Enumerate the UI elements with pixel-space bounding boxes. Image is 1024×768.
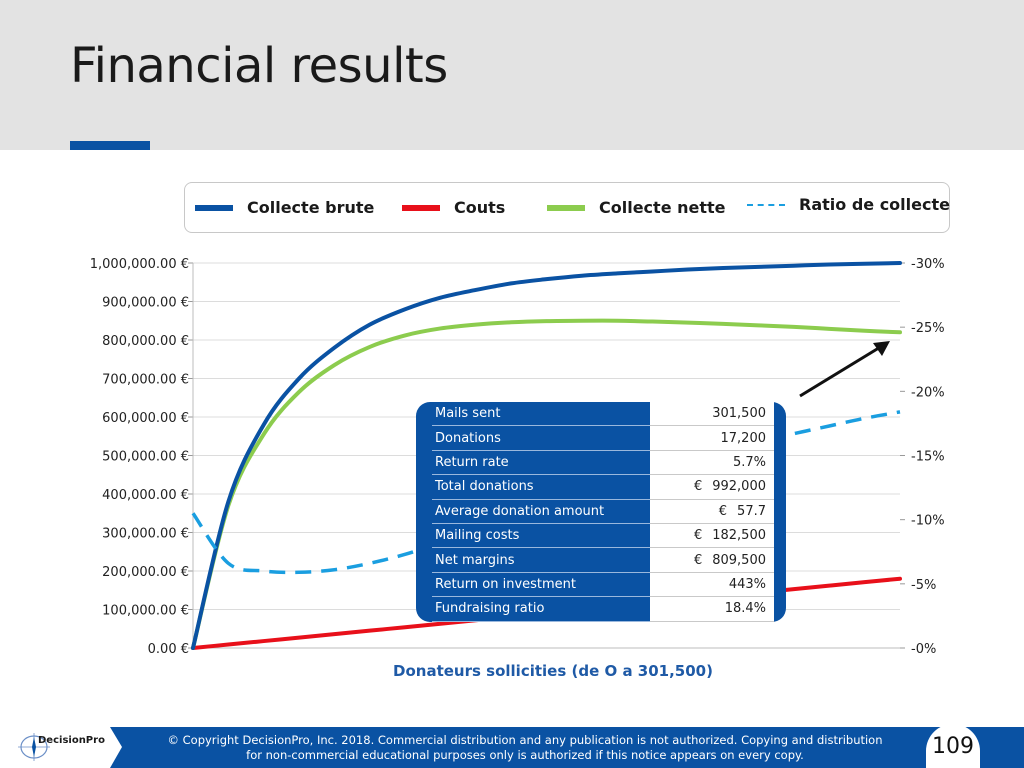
- summary-label: Fundraising ratio: [432, 597, 650, 622]
- annotation-arrow: [799, 341, 890, 398]
- chart-tick-labels: 0.00 € 100,000.00 € 200,000.00 € 300,000.00…: [90, 257, 945, 657]
- copyright-notice: © Copyright DecisionPro, Inc. 2018. Comm…: [130, 733, 920, 763]
- y2-tick-label: -25%: [911, 321, 945, 336]
- summary-value: 17,200: [650, 426, 774, 451]
- legend-label: Ratio de collecte: [799, 195, 950, 214]
- summary-value: €182,500: [650, 523, 774, 549]
- chart-axes: [188, 262, 905, 649]
- summary-value: €992,000: [650, 475, 774, 500]
- legend-item-collecte-nette: Collecte nette: [547, 183, 726, 232]
- summary-label: Average donation amount: [432, 500, 650, 524]
- summary-label: Return rate: [432, 451, 650, 476]
- legend-swatch-couts: [402, 204, 440, 211]
- summary-table: Mails sent 301,500 Donations 17,200 Return r…: [432, 402, 774, 622]
- summary-label: Mailing costs: [432, 524, 650, 549]
- summary-label: Net margins: [432, 548, 650, 573]
- header-band: [0, 0, 1024, 150]
- copyright-line-2: for non-commercial educational purposes …: [246, 748, 804, 762]
- chart-legend: Collecte brute Couts Collecte nette Rati…: [184, 182, 950, 233]
- y2-tick-label: -20%: [911, 385, 945, 400]
- currency-symbol: €: [693, 528, 703, 544]
- series-line-collecte-nette: [191, 318, 902, 650]
- summary-number: 5.7%: [732, 454, 766, 470]
- summary-number: 17,200: [720, 430, 767, 446]
- summary-value: 18.4%: [650, 597, 774, 622]
- y2-tick-label: -15%: [911, 450, 945, 465]
- legend-item-ratio-de-collecte: Ratio de collecte: [747, 180, 950, 229]
- title-accent-bar: [70, 141, 150, 150]
- y2-tick-label: -30%: [911, 257, 945, 272]
- legend-swatch-collecte-nette: [547, 204, 585, 211]
- y2-tick-label: -10%: [911, 514, 945, 529]
- summary-number: 809,500: [712, 552, 766, 568]
- copyright-line-1: © Copyright DecisionPro, Inc. 2018. Comm…: [167, 733, 883, 747]
- summary-row: Net margins €809,500: [432, 548, 774, 573]
- summary-number: 182,500: [712, 528, 766, 544]
- series-line-collecte-brute: [191, 261, 902, 650]
- summary-value: €809,500: [650, 548, 774, 573]
- y-tick-label: 400,000.00 €: [102, 488, 189, 503]
- summary-label: Return on investment: [432, 573, 650, 598]
- summary-value: 301,500: [650, 402, 774, 427]
- y-tick-label: 700,000.00 €: [102, 373, 189, 388]
- summary-row: Mails sent 301,500: [432, 402, 774, 427]
- footer-band: [0, 727, 1024, 768]
- summary-row: Donations 17,200: [432, 426, 774, 451]
- y-tick-label: 300,000.00 €: [102, 527, 189, 542]
- legend-item-couts: Couts: [402, 183, 505, 232]
- summary-row: Total donations €992,000: [432, 475, 774, 500]
- legend-label: Collecte nette: [599, 198, 726, 217]
- legend-swatch-collecte-brute: [195, 204, 233, 211]
- legend-label: Couts: [454, 198, 506, 217]
- y-tick-label: 900,000.00 €: [102, 296, 189, 311]
- legend-label: Collecte brute: [247, 198, 375, 217]
- page-number: 109: [926, 724, 980, 768]
- legend-item-collecte-brute: Collecte brute: [195, 183, 374, 232]
- summary-row: Fundraising ratio 18.4%: [432, 597, 774, 622]
- summary-value: 443%: [650, 572, 774, 598]
- y-tick-label: 800,000.00 €: [102, 334, 189, 349]
- summary-number: 57.7: [737, 503, 766, 519]
- summary-row: Mailing costs €182,500: [432, 523, 774, 549]
- y-tick-label: 100,000.00 €: [102, 604, 189, 619]
- summary-value: €57.7: [650, 499, 774, 524]
- currency-symbol: €: [693, 552, 703, 568]
- summary-row: Return rate 5.7%: [432, 450, 774, 476]
- summary-value: 5.7%: [650, 450, 774, 476]
- y-tick-label: 600,000.00 €: [102, 411, 189, 426]
- summary-row: Return on investment 443%: [432, 572, 774, 598]
- summary-row: Average donation amount €57.7: [432, 499, 774, 524]
- decisionpro-logo-icon: [18, 733, 50, 761]
- y-tick-label: 200,000.00 €: [102, 565, 189, 580]
- summary-label: Donations: [432, 426, 650, 451]
- summary-number: 992,000: [712, 479, 766, 495]
- summary-label: Total donations: [432, 475, 650, 500]
- y2-tick-label: -5%: [911, 578, 936, 593]
- y-tick-label: 1,000,000.00 €: [90, 257, 189, 272]
- y-tick-label: 0.00 €: [148, 642, 189, 657]
- summary-label: Mails sent: [432, 402, 650, 427]
- x-axis-label: Donateurs sollicities (de O a 301,500): [393, 662, 713, 680]
- currency-symbol: €: [693, 479, 703, 495]
- summary-number: 18.4%: [724, 601, 766, 617]
- legend-swatch-ratio-de-collecte: [747, 203, 785, 206]
- y-tick-label: 500,000.00 €: [102, 450, 189, 465]
- footer-logo-area: [0, 727, 122, 768]
- summary-number: 301,500: [712, 406, 766, 422]
- currency-symbol: €: [718, 503, 728, 519]
- summary-number: 443%: [728, 576, 766, 592]
- y2-tick-label: -0%: [911, 642, 936, 657]
- page-title: Financial results: [70, 38, 448, 94]
- logo-text: DecisionPro: [38, 735, 105, 746]
